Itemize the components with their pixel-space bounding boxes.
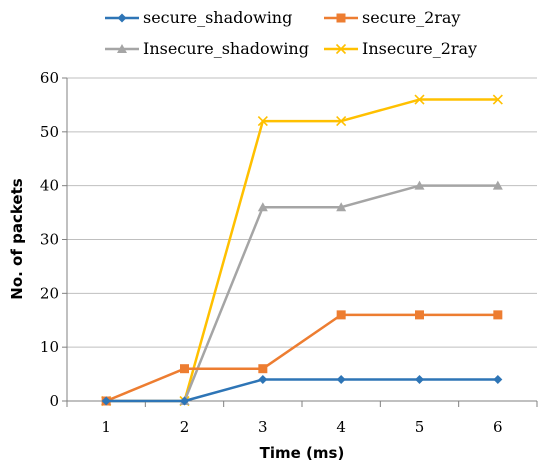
axes: 0 10 20 30 40 50 60 1 2 3 4 5 6	[40, 69, 538, 436]
grid	[67, 77, 537, 348]
series-group	[101, 94, 503, 407]
data-point	[336, 202, 347, 212]
y-tick-label: 60	[40, 69, 59, 87]
data-point	[336, 310, 346, 320]
data-point	[492, 180, 503, 190]
x-tick-label: 2	[180, 418, 190, 436]
y-axis-title: No. of packets	[8, 178, 26, 300]
x-tick-label: 3	[258, 418, 268, 436]
data-point	[258, 374, 268, 384]
x-axis-title: Time (ms)	[260, 444, 345, 462]
series-Insecure_2ray	[101, 94, 503, 407]
data-point	[180, 364, 189, 374]
legend-label: Insecure_shadowing	[143, 39, 309, 58]
legend-item: secure_shadowing	[105, 8, 292, 27]
legend-label: Insecure_2ray	[362, 39, 477, 58]
data-point	[257, 202, 268, 212]
data-point	[493, 374, 503, 384]
series-secure_2ray	[101, 310, 503, 406]
data-point	[414, 180, 425, 190]
legend-item: Insecure_shadowing	[105, 39, 309, 58]
series-line	[106, 98, 498, 403]
data-point	[257, 116, 268, 127]
y-tick-label: 10	[40, 338, 59, 356]
legend-item: secure_2ray	[324, 8, 460, 27]
series-secure_shadowing	[101, 374, 503, 406]
y-tick-label: 0	[49, 392, 59, 410]
legend-swatch-marker	[117, 13, 127, 23]
x-tick-label: 6	[493, 418, 503, 436]
data-point	[415, 310, 424, 320]
data-point	[258, 364, 268, 374]
data-point	[180, 396, 189, 406]
series-line	[106, 378, 498, 403]
legend-swatch-marker	[336, 13, 346, 23]
legend-swatch-marker	[117, 44, 127, 53]
y-tick-label: 30	[40, 231, 59, 249]
x-tick-label: 4	[336, 418, 346, 436]
data-point	[414, 94, 425, 105]
data-point	[336, 374, 346, 384]
data-point	[101, 396, 111, 406]
y-tick-label: 40	[40, 177, 59, 195]
legend: secure_shadowing secure_2ray Insecure_shad…	[105, 8, 477, 58]
legend-label: secure_2ray	[362, 8, 460, 27]
y-tick-label: 20	[40, 284, 59, 302]
data-point	[492, 94, 503, 105]
series-line	[105, 313, 498, 403]
legend-label: secure_shadowing	[143, 8, 292, 27]
x-tick-label: 1	[101, 418, 111, 436]
data-point	[493, 310, 503, 320]
legend-item: Insecure_2ray	[324, 39, 477, 58]
legend-swatch-marker	[335, 43, 347, 55]
y-tick-label: 50	[40, 123, 59, 141]
x-tick-label: 5	[415, 418, 425, 436]
data-point	[336, 116, 347, 127]
data-point	[415, 374, 424, 384]
